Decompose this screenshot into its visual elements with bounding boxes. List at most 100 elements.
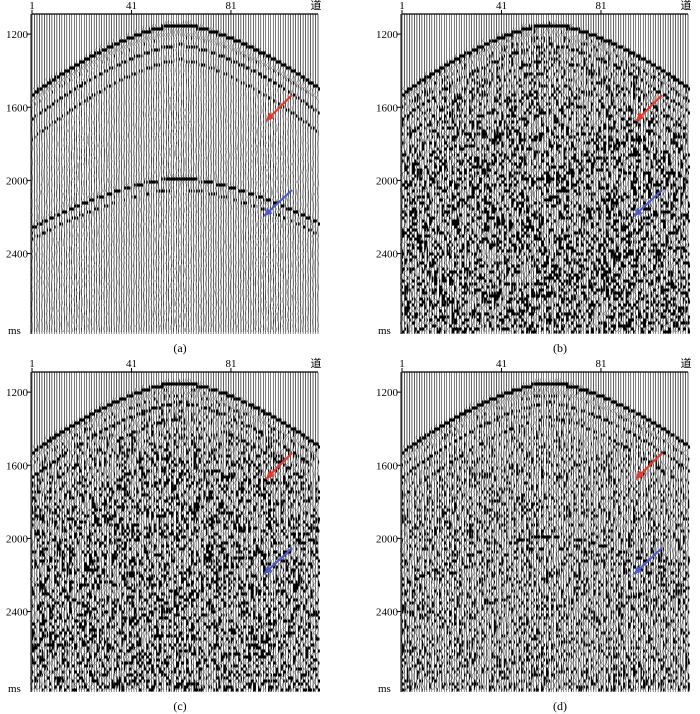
red-arrow-icon (635, 94, 663, 122)
trace-wiggle (65, 14, 71, 333)
trace-fill (248, 403, 252, 689)
trace-wiggle (49, 14, 56, 333)
x-tick-label: 1 (399, 0, 405, 12)
trace-fill (476, 403, 480, 686)
trace-fill (501, 33, 505, 331)
seismic-panel-a: 1 41 81 道 1200 1600 2000 2400 ms (6, 0, 322, 337)
trace-wiggle (610, 14, 617, 333)
trace-wiggle (174, 14, 180, 333)
trace-fill (583, 388, 587, 689)
trace-wiggle (161, 14, 167, 333)
trace-wiggle (401, 14, 409, 333)
trace-fill (498, 36, 503, 331)
trace-wiggle (489, 14, 496, 333)
trace-fill (449, 60, 453, 328)
trace-wiggle (233, 14, 240, 333)
trace-fill (183, 382, 187, 692)
trace-fill (431, 430, 436, 683)
seismic-panel-c: 1 41 81 道 1200 1600 2000 2400 ms (6, 356, 322, 695)
caption-c: (c) (173, 699, 187, 713)
trace-fill (479, 403, 483, 689)
trace-fill (513, 30, 518, 334)
trace-fill (206, 385, 209, 680)
trace-wiggle (197, 14, 202, 333)
trace-fill (558, 24, 562, 334)
trace-fill (600, 394, 605, 692)
trace-fill (411, 84, 416, 325)
trace-fill (409, 445, 413, 692)
trace-wiggle (411, 14, 418, 333)
trace-fill (293, 427, 297, 689)
trace-wiggle (529, 372, 534, 691)
trace-fill (414, 442, 418, 689)
trace-fill (521, 385, 524, 692)
traces-b (400, 14, 690, 334)
trace-wiggle (308, 14, 315, 333)
trace-fill (131, 391, 135, 689)
trace-wiggle (675, 372, 681, 691)
y-tick-label: 1200 (6, 29, 29, 41)
trace-fill (608, 397, 611, 683)
trace-fill (94, 409, 98, 683)
trace-fill (300, 433, 304, 686)
trace-fill (406, 87, 411, 334)
trace-wiggle (424, 372, 431, 691)
trace-wiggle (536, 14, 543, 332)
trace-fill (464, 51, 468, 334)
trace-wiggle (603, 372, 610, 691)
trace-fill (608, 39, 612, 331)
trace-fill (225, 391, 229, 692)
trace-wiggle (591, 372, 597, 691)
trace-fill (36, 87, 39, 238)
trace-fill (148, 385, 152, 692)
trace-wiggle (154, 14, 160, 333)
trace-wiggle (601, 372, 607, 691)
trace-fill (528, 24, 532, 334)
seismic-panel-d: 1 41 81 道 1200 1600 2000 2400 ms (376, 356, 692, 695)
trace-fill (461, 412, 465, 689)
trace-fill (76, 421, 80, 683)
trace-fill (441, 424, 445, 689)
trace-fill (593, 391, 597, 686)
trace-fill (680, 439, 684, 686)
trace-wiggle (573, 372, 580, 691)
trace-fill (104, 48, 108, 208)
trace-wiggle (258, 14, 265, 333)
trace-wiggle (484, 372, 491, 691)
trace-fill (74, 421, 78, 692)
trace-wiggle (184, 14, 190, 333)
trace-fill (176, 382, 180, 689)
trace-wiggle (179, 14, 185, 333)
trace-fill (496, 394, 500, 683)
trace-wiggle (80, 14, 86, 333)
trace-fill (238, 397, 242, 683)
trace-wiggle (313, 14, 319, 333)
trace-fill (665, 430, 669, 674)
trace-fill (303, 433, 306, 692)
trace-wiggle (486, 372, 492, 691)
trace-fill (161, 382, 165, 677)
trace-fill (106, 403, 110, 689)
trace-fill (260, 409, 264, 686)
trace-fill (610, 400, 615, 692)
trace-fill (223, 391, 227, 692)
trace-fill (315, 84, 319, 235)
trace-fill (658, 424, 662, 689)
trace-fill (106, 45, 110, 208)
trace-fill (310, 439, 314, 692)
trace-fill (203, 27, 207, 184)
trace-fill (402, 93, 406, 334)
trace-wiggle (213, 14, 219, 333)
trace-fill (56, 433, 61, 686)
trace-fill (653, 63, 657, 325)
trace-fill (305, 436, 309, 692)
trace-fill (673, 75, 677, 328)
trace-fill (446, 421, 450, 674)
y-tick-label: 1200 (6, 387, 29, 399)
trace-fill (31, 93, 35, 241)
trace-wiggle (36, 372, 43, 691)
trace-fill (466, 409, 470, 686)
blue-arrow-icon (263, 547, 293, 575)
trace-fill (278, 418, 282, 686)
trace-wiggle (32, 14, 38, 333)
